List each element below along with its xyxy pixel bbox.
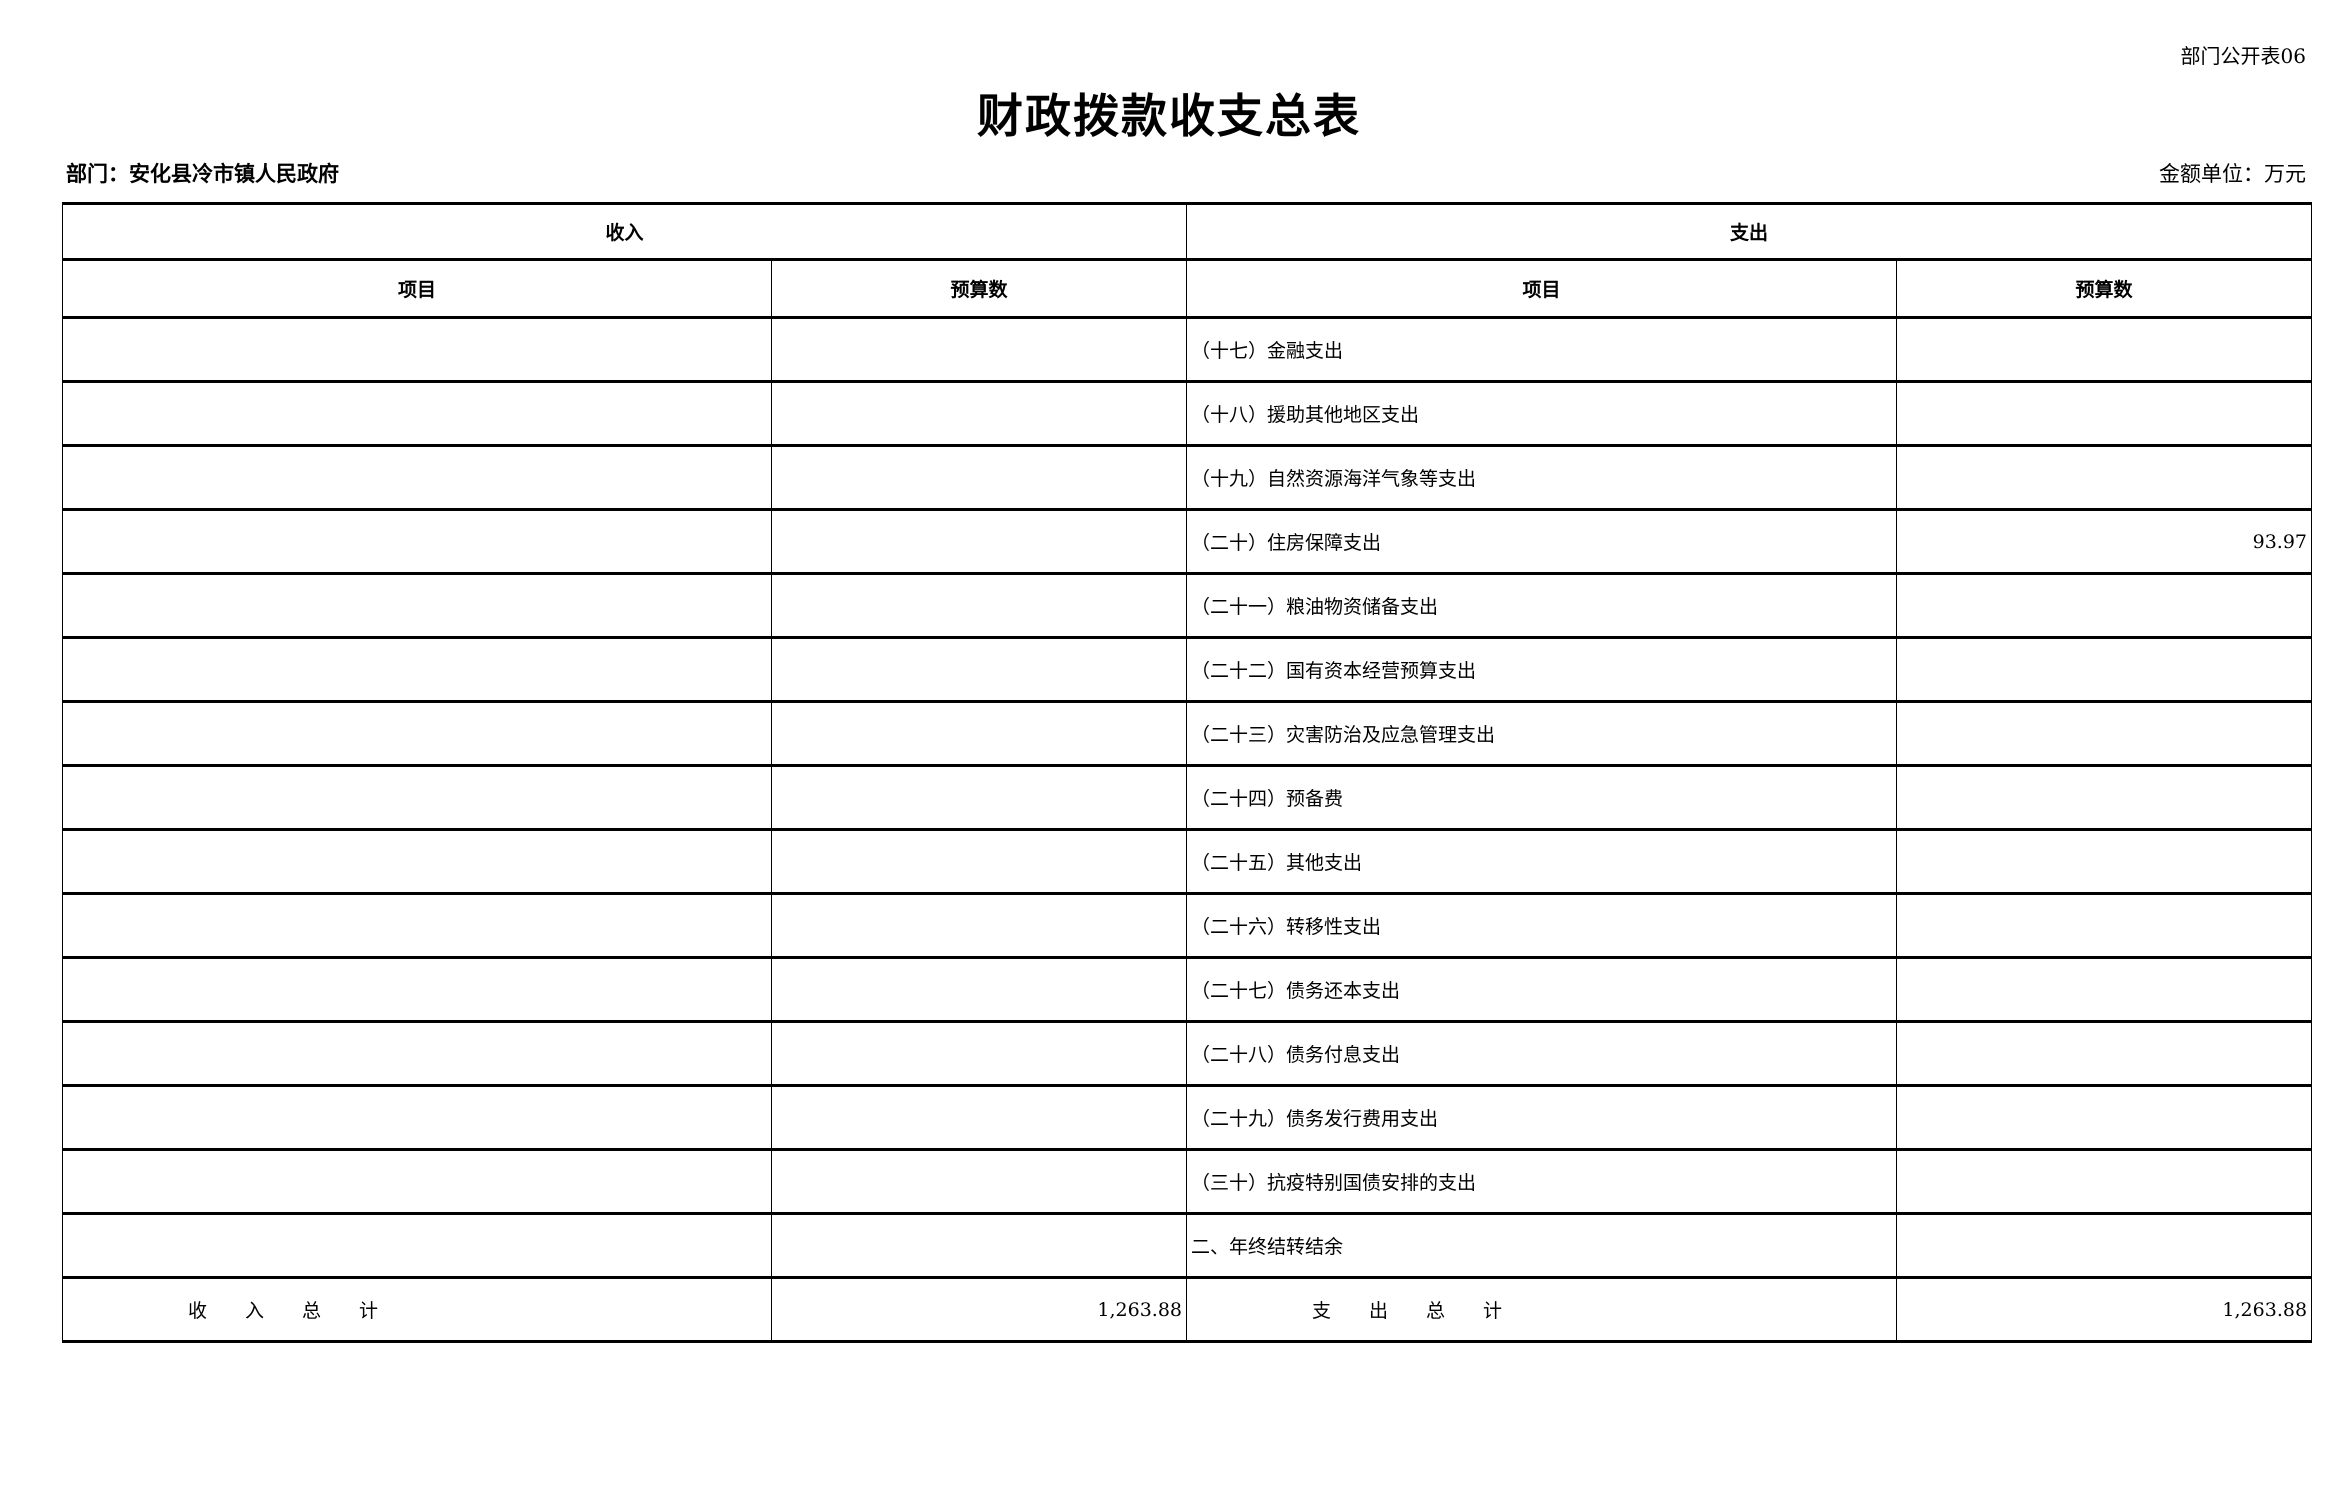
income-budget-cell: [770, 828, 1188, 895]
income-budget-cell: [770, 1148, 1188, 1215]
table-row: （十九）自然资源海洋气象等支出: [62, 444, 2313, 511]
income-budget-cell: [770, 380, 1188, 447]
table-row: （二十六）转移性支出: [62, 892, 2313, 959]
expense-item-cell: （十七）金融支出: [1186, 316, 1898, 383]
expense-item-header: 项目: [1186, 258, 1898, 319]
expense-budget-cell: [1896, 700, 2313, 767]
header-row-columns: 项目 预算数 项目 预算数: [62, 258, 2313, 319]
income-total-label: 收入总计: [62, 1276, 772, 1343]
expense-item-cell: （十八）援助其他地区支出: [1186, 380, 1898, 447]
expense-total-label: 支出总计: [1186, 1276, 1898, 1343]
table-row: （十七）金融支出: [62, 316, 2313, 383]
expense-item-cell: （二十八）债务付息支出: [1186, 1020, 1898, 1087]
expense-budget-cell: [1896, 1148, 2313, 1215]
table-row: （二十七）债务还本支出: [62, 956, 2313, 1023]
expense-item-cell: （二十二）国有资本经营预算支出: [1186, 636, 1898, 703]
expense-budget-cell: [1896, 572, 2313, 639]
expense-item-cell: （二十四）预备费: [1186, 764, 1898, 831]
expense-budget-cell: [1896, 444, 2313, 511]
expense-budget-cell: [1896, 956, 2313, 1023]
income-item-cell: [62, 1020, 772, 1087]
income-budget-cell: [770, 316, 1188, 383]
expense-item-cell: 二、年终结转结余: [1186, 1212, 1898, 1279]
income-budget-cell: [770, 1084, 1188, 1151]
expense-total-value: 1,263.88: [1896, 1276, 2313, 1343]
income-budget-cell: [770, 892, 1188, 959]
table-row: （三十）抗疫特别国债安排的支出: [62, 1148, 2313, 1215]
table-row: （二十四）预备费: [62, 764, 2313, 831]
income-item-cell: [62, 508, 772, 575]
income-budget-header: 预算数: [770, 258, 1188, 319]
expense-budget-cell: [1896, 892, 2313, 959]
expense-item-cell: （二十）住房保障支出: [1186, 508, 1898, 575]
table-row: （二十三）灾害防治及应急管理支出: [62, 700, 2313, 767]
expense-item-cell: （二十六）转移性支出: [1186, 892, 1898, 959]
expense-budget-cell: 93.97: [1896, 508, 2313, 575]
income-item-cell: [62, 956, 772, 1023]
income-item-cell: [62, 444, 772, 511]
income-item-cell: [62, 1212, 772, 1279]
income-item-cell: [62, 380, 772, 447]
expense-item-cell: （二十九）债务发行费用支出: [1186, 1084, 1898, 1151]
expense-header: 支出: [1186, 202, 2313, 261]
expense-item-cell: （二十三）灾害防治及应急管理支出: [1186, 700, 1898, 767]
expense-budget-cell: [1896, 828, 2313, 895]
table-row: （二十五）其他支出: [62, 828, 2313, 895]
department-label: 部门：安化县冷市镇人民政府: [66, 162, 339, 186]
income-item-cell: [62, 1148, 772, 1215]
table-row: （二十八）债务付息支出: [62, 1020, 2313, 1087]
table-row: （二十一）粮油物资储备支出: [62, 572, 2313, 639]
expense-budget-cell: [1896, 316, 2313, 383]
totals-row: 收入总计 1,263.88 支出总计 1,263.88: [62, 1276, 2313, 1343]
expense-budget-cell: [1896, 764, 2313, 831]
expense-budget-cell: [1896, 636, 2313, 703]
expense-budget-header: 预算数: [1896, 258, 2313, 319]
expense-item-cell: （二十五）其他支出: [1186, 828, 1898, 895]
income-budget-cell: [770, 444, 1188, 511]
unit-label: 金额单位：万元: [2159, 162, 2306, 186]
income-budget-cell: [770, 956, 1188, 1023]
income-item-cell: [62, 636, 772, 703]
form-number: 部门公开表06: [2180, 44, 2306, 68]
income-item-cell: [62, 572, 772, 639]
table-row: （二十二）国有资本经营预算支出: [62, 636, 2313, 703]
income-item-cell: [62, 316, 772, 383]
budget-table: 收入 支出 项目 预算数 项目 预算数 （十七）金融支出 （十八）援助其他地区支出…: [61, 202, 2313, 1343]
expense-item-cell: （二十一）粮油物资储备支出: [1186, 572, 1898, 639]
income-item-cell: [62, 700, 772, 767]
expense-budget-cell: [1896, 380, 2313, 447]
table-row: 二、年终结转结余: [62, 1212, 2313, 1279]
income-budget-cell: [770, 1020, 1188, 1087]
income-item-cell: [62, 892, 772, 959]
table-row: （十八）援助其他地区支出: [62, 380, 2313, 447]
expense-item-cell: （二十七）债务还本支出: [1186, 956, 1898, 1023]
income-item-cell: [62, 764, 772, 831]
income-budget-cell: [770, 508, 1188, 575]
table-row: （二十）住房保障支出 93.97: [62, 508, 2313, 575]
income-budget-cell: [770, 764, 1188, 831]
expense-item-cell: （十九）自然资源海洋气象等支出: [1186, 444, 1898, 511]
income-budget-cell: [770, 572, 1188, 639]
expense-budget-cell: [1896, 1020, 2313, 1087]
income-item-cell: [62, 1084, 772, 1151]
expense-budget-cell: [1896, 1212, 2313, 1279]
income-item-cell: [62, 828, 772, 895]
page-title: 财政拨款收支总表: [977, 89, 1361, 143]
income-item-header: 项目: [62, 258, 772, 319]
expense-item-cell: （三十）抗疫特别国债安排的支出: [1186, 1148, 1898, 1215]
income-header: 收入: [61, 202, 1188, 261]
header-row-sections: 收入 支出: [61, 202, 2313, 261]
income-budget-cell: [770, 700, 1188, 767]
expense-budget-cell: [1896, 1084, 2313, 1151]
income-total-value: 1,263.88: [770, 1276, 1188, 1343]
income-budget-cell: [770, 1212, 1188, 1279]
income-budget-cell: [770, 636, 1188, 703]
table-row: （二十九）债务发行费用支出: [62, 1084, 2313, 1151]
